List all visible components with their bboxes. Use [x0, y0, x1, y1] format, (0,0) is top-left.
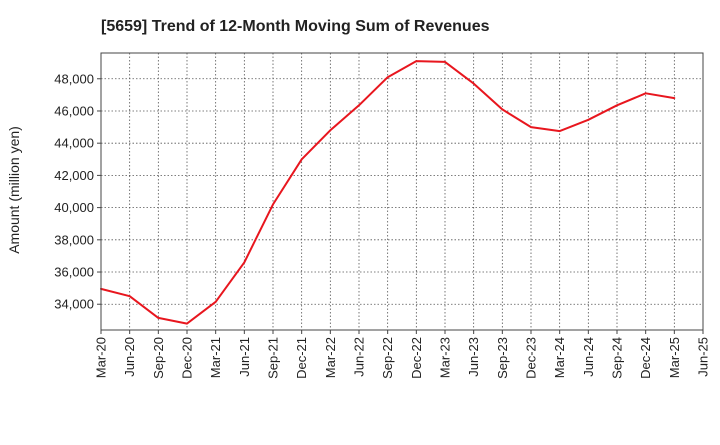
y-tick-label: 40,000: [54, 200, 94, 215]
y-axis-label: Amount (million yen): [6, 126, 22, 254]
x-tick-label: Mar-24: [552, 337, 567, 378]
x-tick-label: Sep-21: [266, 337, 281, 379]
y-tick-label: 34,000: [54, 297, 94, 312]
x-tick-label: Sep-20: [151, 337, 166, 379]
y-tick-label: 46,000: [54, 103, 94, 118]
x-tick-label: Dec-23: [524, 337, 539, 379]
x-tick-label: Dec-21: [294, 337, 309, 379]
x-tick-label: Sep-24: [610, 337, 625, 379]
x-tick-label: Jun-21: [237, 337, 252, 377]
series-line: [100, 60, 676, 325]
x-tick-label: Jun-23: [466, 337, 481, 377]
x-tick-label: Mar-25: [667, 337, 682, 378]
x-tick-label: Sep-22: [380, 337, 395, 379]
x-axis-ticks: Mar-20 Jun-20 Sep-20 Dec-20 Mar-21 Jun-21 Sep-…: [94, 330, 711, 379]
x-tick-label: Dec-24: [638, 337, 653, 379]
x-tick-label: Mar-21: [208, 337, 223, 378]
x-tick-label: Mar-20: [94, 337, 109, 378]
x-tick-label: Jun-20: [122, 337, 137, 377]
x-tick-label: Mar-22: [323, 337, 338, 378]
x-tick-label: Dec-20: [180, 337, 195, 379]
y-tick-label: 38,000: [54, 232, 94, 247]
plot-frame: [100, 52, 704, 331]
chart-title: [5659] Trend of 12-Month Moving Sum of R…: [101, 18, 490, 35]
y-tick-label: 42,000: [54, 168, 94, 183]
x-tick-label: Jun-24: [581, 337, 596, 377]
y-tick-label: 44,000: [54, 136, 94, 151]
grid: [100, 53, 704, 330]
x-tick-label: Dec-22: [409, 337, 424, 379]
x-tick-label: Mar-23: [438, 337, 453, 378]
x-tick-label: Jun-22: [352, 337, 367, 377]
series-layer: [100, 60, 676, 325]
y-tick-label: 48,000: [54, 71, 94, 86]
y-axis-ticks: 34,000 36,000 38,000 40,000 42,000 44,000 46,0…: [54, 71, 101, 312]
y-tick-label: 36,000: [54, 265, 94, 280]
x-tick-label: Sep-23: [495, 337, 510, 379]
x-tick-label: Jun-25: [696, 337, 711, 377]
